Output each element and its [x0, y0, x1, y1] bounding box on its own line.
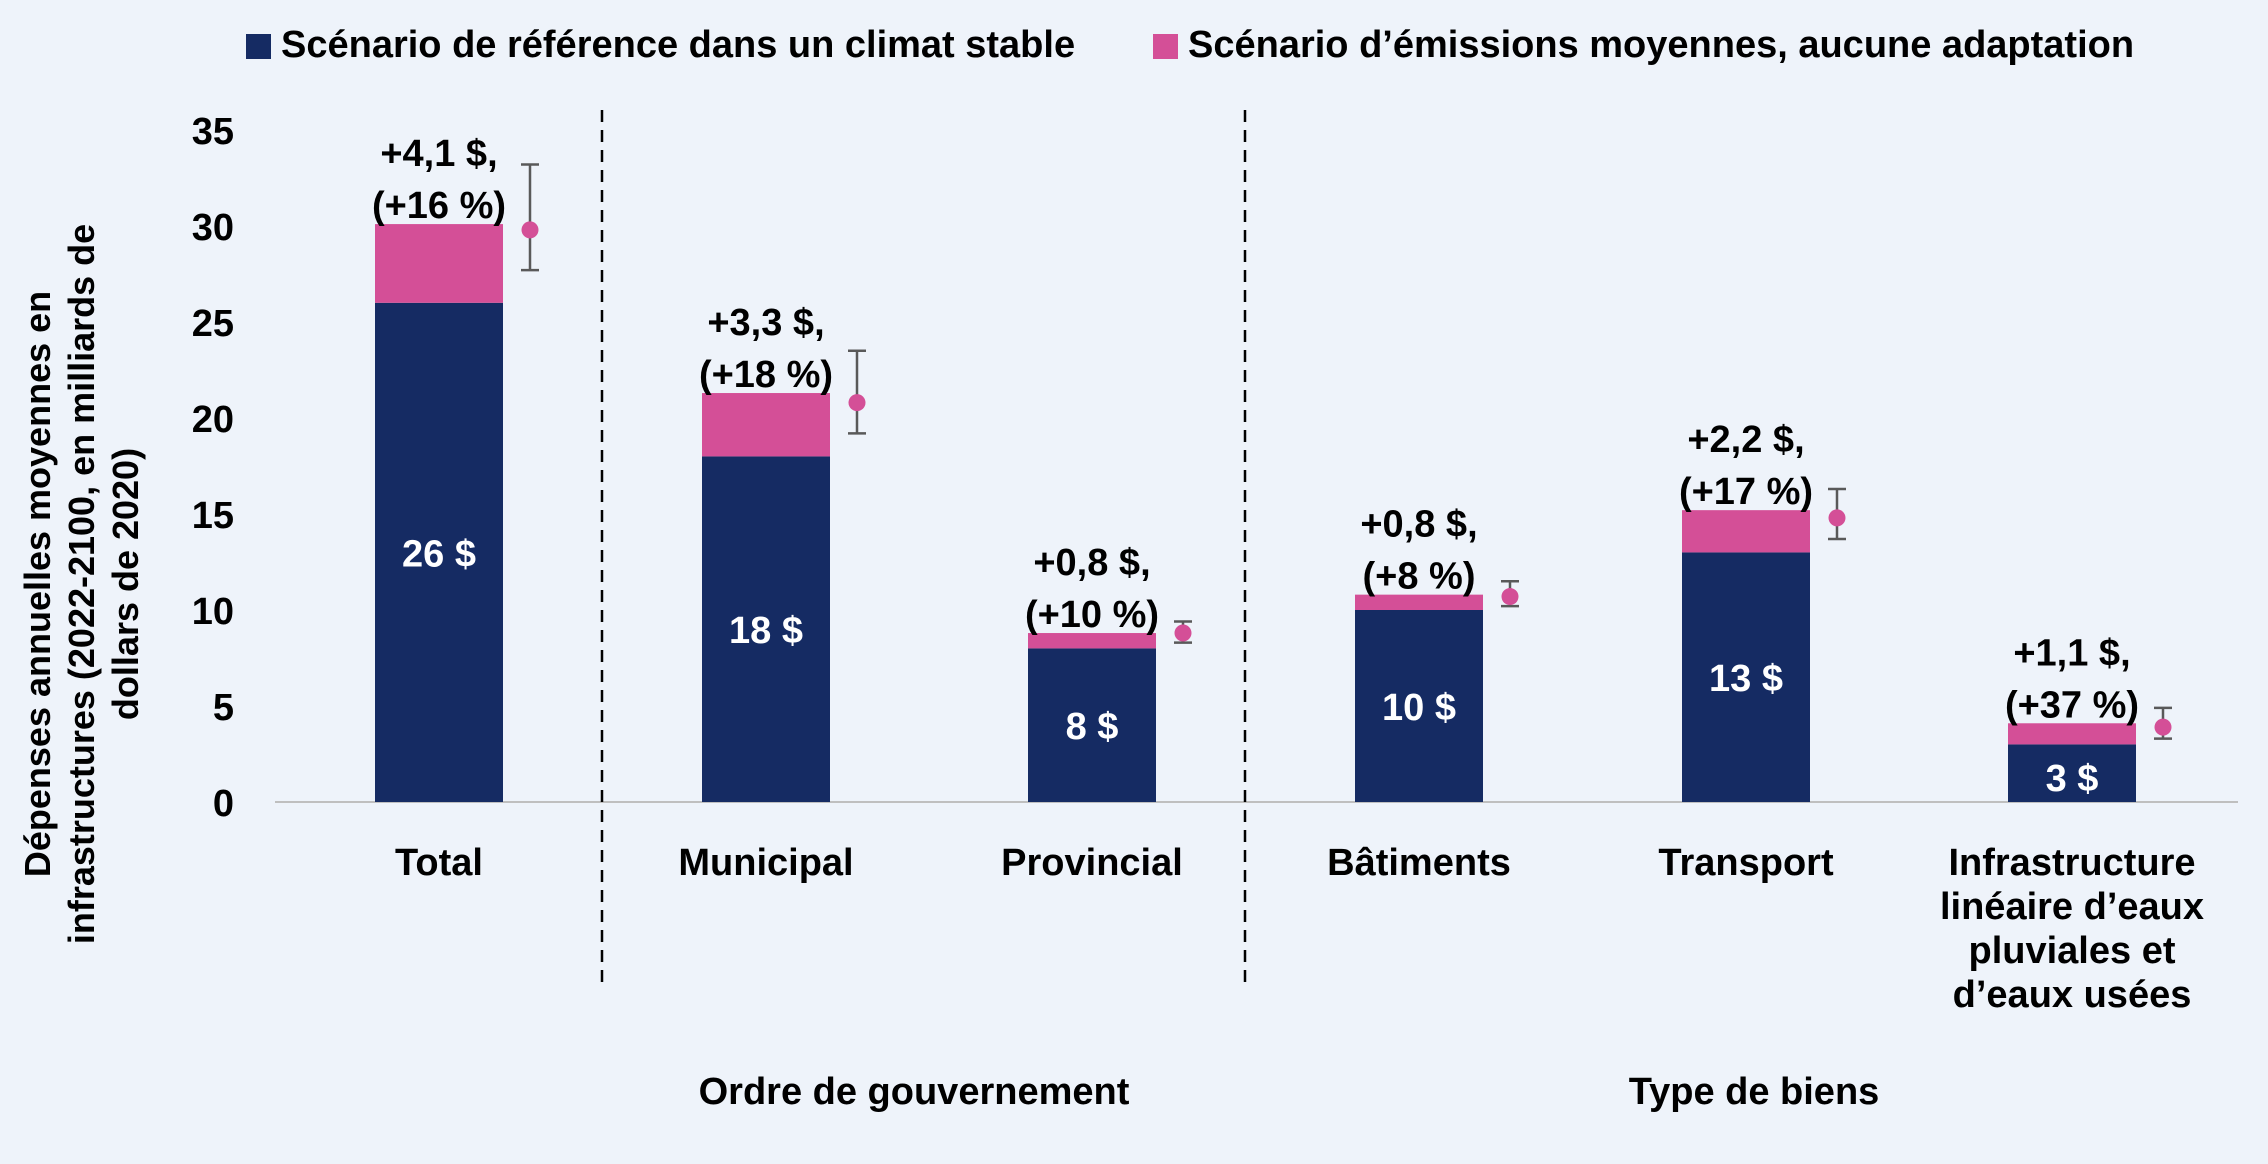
category-label: Bâtiments [1327, 842, 1511, 884]
category-label: Provincial [1001, 842, 1183, 884]
scenario-marker [521, 221, 539, 239]
bar-value-label: 26 $ [402, 533, 476, 575]
legend-label-2: Scénario d’émissions moyennes, aucune ad… [1188, 24, 2134, 66]
bar-increase [375, 224, 503, 303]
legend-label-1: Scénario de référence dans un climat sta… [281, 24, 1075, 66]
category-label: linéaire d’eaux [1940, 886, 2204, 928]
increase-label-amount: +3,3 $, [707, 302, 824, 344]
category-label: Infrastructure [1948, 842, 2195, 884]
category-label: d’eaux usées [1953, 974, 2192, 1016]
y-tick-label: 25 [192, 303, 234, 345]
scenario-marker [1828, 509, 1846, 527]
bar-value-label: 18 $ [729, 610, 803, 652]
bar-value-label: 8 $ [1066, 706, 1119, 748]
increase-label-amount: +4,1 $, [380, 133, 497, 175]
increase-label-percent: (+17 %) [1679, 471, 1813, 513]
bar-value-label: 10 $ [1382, 687, 1456, 729]
group-label: Type de biens [1629, 1071, 1880, 1113]
scenario-marker [848, 394, 866, 412]
bar-increase [2008, 723, 2136, 745]
category-label: Transport [1658, 842, 1834, 884]
scenario-marker [1501, 588, 1519, 606]
bar-increase [1355, 594, 1483, 610]
y-axis-title-line: dollars de 2020) [105, 448, 146, 720]
bar-increase [1682, 510, 1810, 553]
y-tick-label: 10 [192, 591, 234, 633]
scenario-marker [1174, 624, 1192, 642]
bar-value-label: 13 $ [1709, 658, 1783, 700]
increase-label-percent: (+18 %) [699, 354, 833, 396]
legend-swatch-1 [246, 34, 271, 59]
category-label: pluviales et [1969, 930, 2176, 972]
increase-label-amount: +1,1 $, [2013, 632, 2130, 674]
increase-label-amount: +0,8 $, [1033, 542, 1150, 584]
y-tick-label: 35 [192, 111, 234, 153]
y-tick-label: 20 [192, 399, 234, 441]
y-axis-title: Dépenses annuelles moyennes eninfrastruc… [17, 224, 146, 944]
group-label: Ordre de gouvernement [699, 1071, 1130, 1113]
bar-increase [702, 393, 830, 457]
increase-label-percent: (+16 %) [372, 185, 506, 227]
bar-base [1682, 552, 1810, 802]
y-axis-title-line: Dépenses annuelles moyennes en [17, 291, 58, 877]
scenario-marker [2154, 718, 2172, 736]
bar-base [702, 456, 830, 802]
y-tick-label: 5 [213, 687, 234, 729]
bar-base [1028, 648, 1156, 802]
y-axis-title-line: infrastructures (2022-2100, en milliards… [61, 224, 102, 944]
category-label: Total [395, 842, 483, 884]
y-tick-label: 30 [192, 207, 234, 249]
increase-label-amount: +0,8 $, [1360, 504, 1477, 546]
bar-base [375, 302, 503, 802]
increase-label-percent: (+8 %) [1363, 556, 1476, 598]
bar-base [1355, 610, 1483, 802]
increase-label-percent: (+10 %) [1025, 594, 1159, 636]
bar-base [2008, 744, 2136, 802]
bar-increase [1028, 633, 1156, 649]
increase-label-percent: (+37 %) [2005, 684, 2139, 726]
category-label: Municipal [678, 842, 853, 884]
increase-label-amount: +2,2 $, [1687, 419, 1804, 461]
bar-value-label: 3 $ [2046, 758, 2099, 800]
y-tick-label: 0 [213, 783, 234, 825]
legend-swatch-2 [1153, 34, 1178, 59]
y-tick-label: 15 [192, 495, 234, 537]
